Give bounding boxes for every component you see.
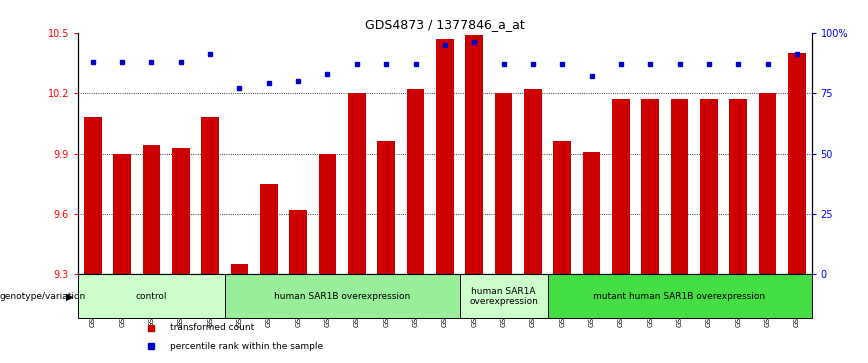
Bar bbox=[729, 99, 747, 274]
Title: GDS4873 / 1377846_a_at: GDS4873 / 1377846_a_at bbox=[365, 19, 525, 32]
Bar bbox=[201, 117, 219, 274]
Bar bbox=[231, 264, 248, 274]
Text: mutant human SAR1B overexpression: mutant human SAR1B overexpression bbox=[594, 292, 766, 301]
Bar bbox=[225, 274, 459, 318]
Bar bbox=[612, 99, 629, 274]
Bar bbox=[260, 184, 278, 274]
Bar bbox=[348, 93, 365, 274]
Bar bbox=[465, 35, 483, 274]
Text: ▶: ▶ bbox=[66, 291, 74, 301]
Bar bbox=[524, 89, 542, 274]
Bar bbox=[548, 274, 812, 318]
Text: control: control bbox=[135, 292, 168, 301]
Bar bbox=[142, 146, 161, 274]
Bar bbox=[319, 154, 336, 274]
Bar bbox=[641, 99, 659, 274]
Bar bbox=[84, 117, 102, 274]
Text: percentile rank within the sample: percentile rank within the sample bbox=[170, 342, 323, 351]
Text: transformed count: transformed count bbox=[170, 323, 254, 332]
Bar bbox=[788, 53, 806, 274]
Bar bbox=[114, 154, 131, 274]
Bar bbox=[407, 89, 424, 274]
Bar bbox=[289, 210, 307, 274]
Bar bbox=[78, 274, 225, 318]
Text: human SAR1B overexpression: human SAR1B overexpression bbox=[274, 292, 411, 301]
Bar bbox=[582, 151, 601, 274]
Bar bbox=[172, 147, 189, 274]
Bar bbox=[671, 99, 688, 274]
Bar bbox=[459, 274, 548, 318]
Bar bbox=[436, 39, 454, 274]
Bar bbox=[554, 142, 571, 274]
Text: genotype/variation: genotype/variation bbox=[0, 292, 86, 301]
Text: human SAR1A
overexpression: human SAR1A overexpression bbox=[469, 287, 538, 306]
Bar bbox=[495, 93, 512, 274]
Bar bbox=[378, 142, 395, 274]
Bar bbox=[700, 99, 718, 274]
Bar bbox=[759, 93, 776, 274]
